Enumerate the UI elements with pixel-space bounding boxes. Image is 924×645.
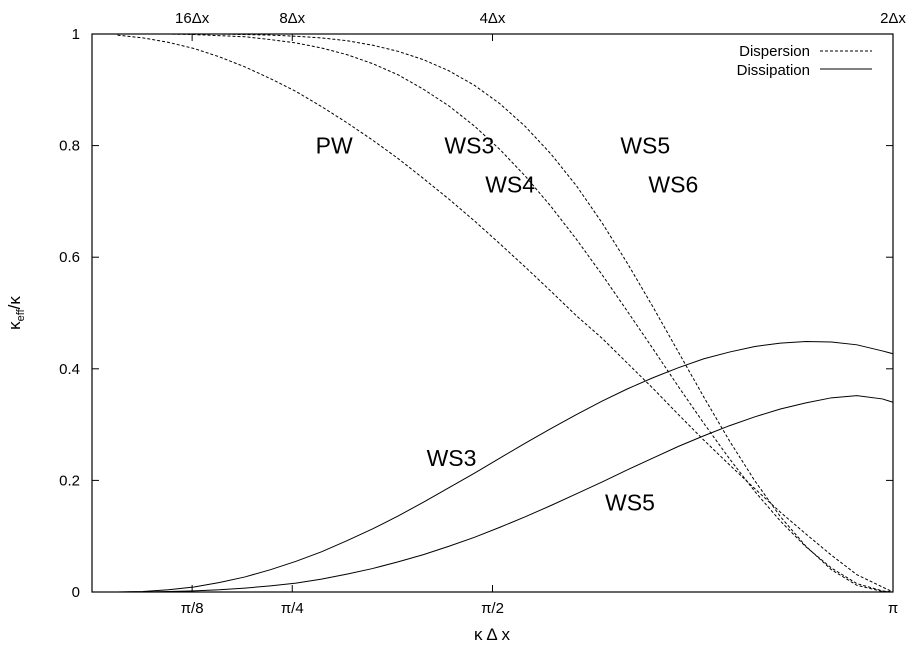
x-tick-label-bottom: π/2 bbox=[481, 600, 504, 617]
x-tick-label-top: 16Δx bbox=[175, 10, 210, 27]
tick-labels: 0 0.2 0.4 0.6 0.8 1 π/8 π/4 π/2 π 16Δx 8Δx 4Δx 2Δx bbox=[59, 10, 906, 617]
y-tick-label: 0.2 bbox=[59, 472, 80, 489]
curve-label: WS3 bbox=[444, 133, 494, 159]
x-axis-title: κ Δ x bbox=[474, 625, 510, 644]
axis-ticks bbox=[92, 33, 894, 593]
y-axis-title: κeff/κ bbox=[5, 296, 27, 330]
y-tick-label: 0.6 bbox=[59, 249, 80, 266]
curve-label: WS3 bbox=[427, 445, 477, 471]
curve-label: WS5 bbox=[605, 490, 655, 516]
series-line-1-dashed bbox=[117, 33, 894, 593]
y-tick-label: 0.8 bbox=[59, 138, 80, 155]
x-tick-label-top: 2Δx bbox=[880, 10, 906, 27]
series-line-2-dashed bbox=[117, 33, 894, 593]
x-tick-label-top: 4Δx bbox=[480, 10, 506, 27]
curve-label: WS5 bbox=[620, 133, 670, 159]
curve-label: WS6 bbox=[648, 172, 698, 198]
series-line-4-solid bbox=[117, 395, 894, 593]
y-tick-label: 0 bbox=[72, 584, 80, 601]
legend-label-dissipation: Dissipation bbox=[737, 62, 810, 79]
curve-label: PW bbox=[316, 133, 353, 159]
y-tick-label: 1 bbox=[72, 26, 80, 43]
legend-label-dispersion: Dispersion bbox=[739, 43, 810, 60]
series-line-0-dashed bbox=[117, 34, 894, 593]
series-group bbox=[117, 33, 894, 593]
legend: Dispersion Dissipation bbox=[737, 43, 872, 79]
x-tick-label-bottom: π/4 bbox=[281, 600, 304, 617]
series-line-3-solid bbox=[117, 340, 894, 593]
x-tick-label-bottom: π/8 bbox=[181, 600, 204, 617]
x-tick-label-top: 8Δx bbox=[279, 10, 305, 27]
plot-frame bbox=[91, 33, 894, 593]
curve-annotations: PW WS3 WS4 WS5 WS6 WS3 WS5 bbox=[316, 133, 699, 516]
y-tick-label: 0.4 bbox=[59, 361, 80, 378]
curve-label: WS4 bbox=[485, 172, 535, 198]
x-tick-label-bottom: π bbox=[888, 600, 898, 617]
